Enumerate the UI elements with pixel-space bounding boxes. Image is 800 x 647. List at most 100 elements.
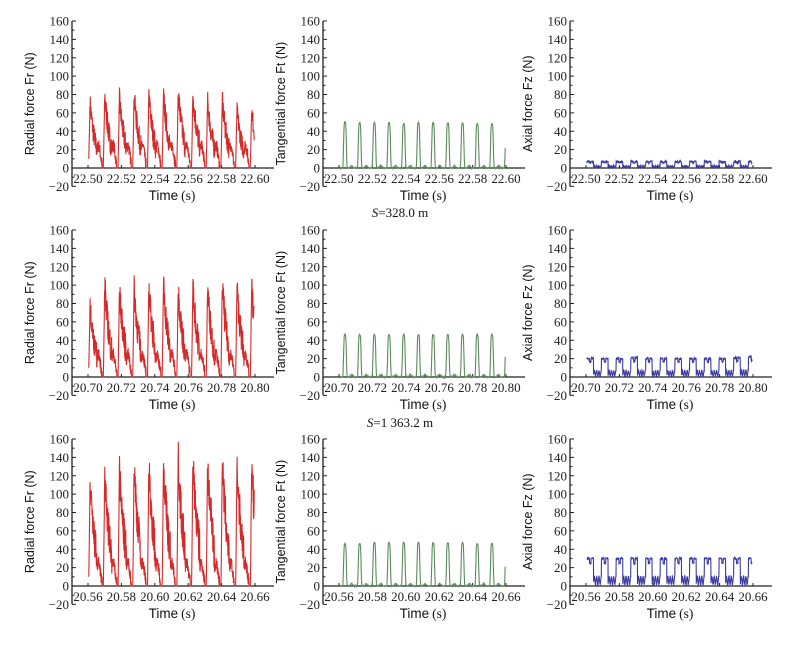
y-tick-label: 60 [307,523,320,538]
y-tick-label: 100 [548,487,568,502]
x-tick-label: 22.54 [638,171,668,186]
x-tick-label: 20.58 [605,589,634,604]
x-tick-label: 20.72 [358,380,387,395]
y-tick-label: 120 [50,50,70,65]
y-tick-label: 100 [548,278,568,293]
x-tick-label: 22.50 [324,171,353,186]
y-axis-label: Tangential force Ft (N) [274,460,288,584]
y-tick-label: 120 [548,468,568,483]
series-line [88,87,255,169]
series-line [339,120,506,171]
x-tick-label: 22.58 [458,171,487,186]
x-tick-label: 20.64 [458,589,488,604]
y-tick-label: 140 [548,32,568,47]
y-tick-label: 80 [554,87,567,102]
x-axis-label: Time (s) [647,606,694,621]
x-tick-label: 20.58 [358,589,387,604]
y-tick-label: 120 [548,259,568,274]
series-line [586,158,753,170]
y-tick-label: 80 [307,296,320,311]
x-axis-label: Time (s) [647,188,694,203]
x-tick-label: 22.58 [705,171,734,186]
y-tick-label: 0 [314,161,321,176]
y-axis-label: Axial force Fz (N) [521,473,535,570]
x-tick-label: 22.54 [391,171,421,186]
y-tick-label: −20 [49,388,69,403]
y-tick-label: 0 [561,579,568,594]
y-tick-label: 0 [314,579,321,594]
series-line [339,540,506,589]
y-tick-label: 40 [307,124,320,139]
y-tick-label: 100 [50,278,70,293]
y-tick-label: −20 [49,179,69,194]
y-tick-label: −20 [547,179,567,194]
y-axis-label: Tangential force Ft (N) [274,251,288,375]
y-tick-label: 140 [301,241,321,256]
y-tick-label: −20 [49,597,69,612]
y-tick-label: 20 [56,142,69,157]
y-tick-label: 140 [50,241,70,256]
y-tick-label: −20 [300,597,320,612]
x-tick-label: 20.80 [491,380,520,395]
x-tick-label: 20.64 [207,589,237,604]
x-tick-label: 22.52 [605,171,634,186]
x-tick-label: 22.52 [107,171,136,186]
y-tick-label: 160 [548,14,568,29]
x-tick-label: 22.56 [672,171,702,186]
y-tick-label: 160 [548,432,568,447]
y-tick-label: 160 [301,223,321,238]
distance-annotation: S=1 363.2 m [367,415,433,430]
subplot-r3c2: 160 140 120 100 80 60 40 20 0 −20 20.56 20.58 20.60 2… [274,432,525,621]
x-tick-label: 20.80 [240,380,269,395]
y-tick-label: 80 [56,505,69,520]
y-tick-label: 140 [50,450,70,465]
x-axis-label: Time (s) [647,397,694,412]
x-tick-label: 20.74 [140,380,170,395]
y-tick-label: 60 [554,523,567,538]
y-tick-label: 120 [301,468,321,483]
x-tick-label: 20.60 [638,589,667,604]
y-tick-label: 40 [56,542,69,557]
y-tick-label: 60 [554,314,567,329]
x-tick-label: 20.60 [140,589,169,604]
y-tick-label: 100 [548,69,568,84]
y-tick-label: 60 [554,105,567,120]
x-tick-label: 22.52 [358,171,387,186]
subplot-r1c1: 160 140 120 100 80 60 40 20 0 −20 22.50 22.52 22.54 2… [23,14,274,203]
y-tick-label: 0 [63,370,70,385]
x-tick-label: 20.78 [207,380,236,395]
y-tick-label: 0 [561,161,568,176]
x-tick-label: 22.50 [571,171,600,186]
y-tick-label: 20 [554,351,567,366]
y-tick-label: −20 [547,388,567,403]
x-axis-label: Time (s) [400,188,447,203]
y-tick-label: 140 [548,241,568,256]
x-tick-label: 20.70 [571,380,600,395]
y-tick-label: 40 [56,124,69,139]
y-axis-label: Axial force Fz (N) [521,264,535,361]
y-tick-label: 140 [301,450,321,465]
y-tick-label: 40 [307,333,320,348]
x-tick-label: 20.56 [73,589,103,604]
y-tick-label: −20 [300,388,320,403]
y-tick-label: 40 [307,542,320,557]
y-tick-label: 160 [301,14,321,29]
y-tick-label: 80 [554,296,567,311]
y-tick-label: 100 [301,69,321,84]
series-line [88,275,255,378]
x-tick-label: 20.80 [738,380,767,395]
y-tick-label: 100 [301,487,321,502]
subplot-r3c1: 160 140 120 100 80 60 40 20 0 −20 20.56 20.58 20.60 2… [23,432,274,621]
y-tick-label: 120 [301,50,321,65]
y-tick-label: 40 [554,124,567,139]
x-tick-label: 20.58 [107,589,136,604]
y-axis-label: Axial force Fz (N) [521,55,535,152]
x-tick-label: 22.54 [140,171,170,186]
x-tick-label: 20.60 [391,589,420,604]
y-tick-label: 20 [307,560,320,575]
x-axis-label: Time (s) [400,606,447,621]
y-tick-label: 140 [301,32,321,47]
y-tick-label: 100 [50,69,70,84]
y-tick-label: 40 [56,333,69,348]
y-axis-label: Radial force Fr (N) [23,261,37,364]
